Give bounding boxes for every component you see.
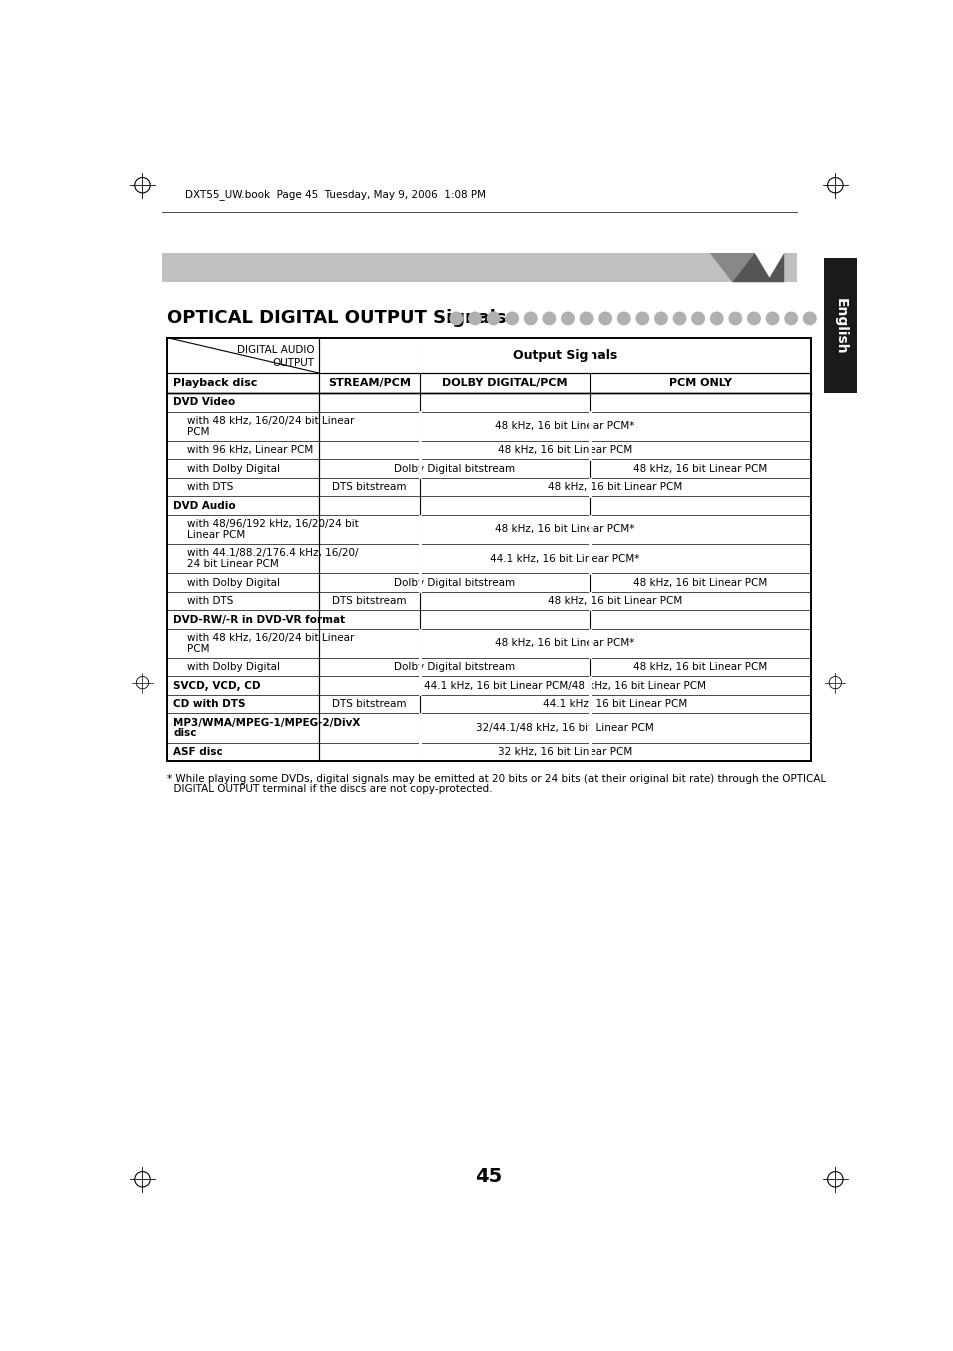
Text: STREAM/PCM: STREAM/PCM	[328, 378, 411, 388]
Text: ASF disc: ASF disc	[173, 747, 223, 757]
Circle shape	[598, 312, 612, 326]
Text: DIGITAL AUDIO: DIGITAL AUDIO	[236, 345, 314, 355]
Text: English: English	[833, 297, 847, 354]
Text: with 48 kHz, 16/20/24 bit Linear: with 48 kHz, 16/20/24 bit Linear	[187, 634, 355, 643]
Polygon shape	[709, 253, 754, 282]
Circle shape	[672, 312, 686, 326]
Circle shape	[617, 312, 630, 326]
Circle shape	[765, 312, 779, 326]
Text: DVD-RW/-R in DVD-VR format: DVD-RW/-R in DVD-VR format	[173, 615, 345, 624]
Text: 48 kHz, 16 bit Linear PCM: 48 kHz, 16 bit Linear PCM	[497, 444, 631, 455]
Text: PCM: PCM	[187, 427, 210, 436]
Circle shape	[746, 312, 760, 326]
Text: CD with DTS: CD with DTS	[173, 700, 246, 709]
Bar	[167, 338, 810, 761]
Text: with Dolby Digital: with Dolby Digital	[187, 463, 280, 474]
Text: 48 kHz, 16 bit Linear PCM*: 48 kHz, 16 bit Linear PCM*	[495, 422, 634, 431]
Text: Playback disc: Playback disc	[173, 378, 257, 388]
Text: Linear PCM: Linear PCM	[187, 530, 246, 540]
Text: DXT55_UW.book  Page 45  Tuesday, May 9, 2006  1:08 PM: DXT55_UW.book Page 45 Tuesday, May 9, 20…	[185, 189, 486, 200]
Polygon shape	[732, 253, 783, 282]
Text: 48 kHz, 16 bit Linear PCM*: 48 kHz, 16 bit Linear PCM*	[495, 639, 634, 648]
Text: Output Signals: Output Signals	[512, 349, 617, 362]
Text: 32/44.1/48 kHz, 16 bit Linear PCM: 32/44.1/48 kHz, 16 bit Linear PCM	[476, 723, 653, 734]
Text: 48 kHz, 16 bit Linear PCM*: 48 kHz, 16 bit Linear PCM*	[495, 524, 634, 535]
Text: with DTS: with DTS	[187, 596, 233, 607]
Text: 44.1 kHz, 16 bit Linear PCM: 44.1 kHz, 16 bit Linear PCM	[542, 700, 687, 709]
Text: 44.1 kHz, 16 bit Linear PCM*: 44.1 kHz, 16 bit Linear PCM*	[490, 554, 639, 563]
Text: 48 kHz, 16 bit Linear PCM: 48 kHz, 16 bit Linear PCM	[633, 463, 767, 474]
Circle shape	[449, 312, 463, 326]
Text: PCM: PCM	[187, 644, 210, 654]
Circle shape	[654, 312, 667, 326]
Text: SVCD, VCD, CD: SVCD, VCD, CD	[173, 681, 261, 690]
Circle shape	[560, 312, 575, 326]
Circle shape	[802, 312, 816, 326]
Text: DTS bitstream: DTS bitstream	[332, 596, 406, 607]
Text: 44.1 kHz, 16 bit Linear PCM/48 kHz, 16 bit Linear PCM: 44.1 kHz, 16 bit Linear PCM/48 kHz, 16 b…	[423, 681, 705, 690]
Circle shape	[783, 312, 798, 326]
Text: DOLBY DIGITAL/PCM: DOLBY DIGITAL/PCM	[442, 378, 567, 388]
Text: disc: disc	[173, 728, 196, 739]
Text: 48 kHz, 16 bit Linear PCM: 48 kHz, 16 bit Linear PCM	[548, 596, 681, 607]
Circle shape	[486, 312, 500, 326]
Text: DIGITAL OUTPUT terminal if the discs are not copy-protected.: DIGITAL OUTPUT terminal if the discs are…	[167, 785, 493, 794]
Text: * While playing some DVDs, digital signals may be emitted at 20 bits or 24 bits : * While playing some DVDs, digital signa…	[167, 774, 825, 784]
Circle shape	[505, 312, 518, 326]
Text: 24 bit Linear PCM: 24 bit Linear PCM	[187, 559, 279, 569]
Circle shape	[468, 312, 481, 326]
Text: DTS bitstream: DTS bitstream	[332, 482, 406, 492]
Circle shape	[579, 312, 593, 326]
Polygon shape	[754, 253, 783, 277]
Circle shape	[709, 312, 723, 326]
Text: OUTPUT: OUTPUT	[273, 358, 314, 367]
Text: 48 kHz, 16 bit Linear PCM: 48 kHz, 16 bit Linear PCM	[548, 482, 681, 492]
Text: DVD Video: DVD Video	[173, 397, 235, 408]
Text: Dolby Digital bitstream: Dolby Digital bitstream	[394, 463, 515, 474]
Text: with Dolby Digital: with Dolby Digital	[187, 577, 280, 588]
Text: 48 kHz, 16 bit Linear PCM: 48 kHz, 16 bit Linear PCM	[633, 577, 767, 588]
Text: Dolby Digital bitstream: Dolby Digital bitstream	[394, 577, 515, 588]
Bar	[167, 338, 810, 761]
Text: with 48/96/192 kHz, 16/20/24 bit: with 48/96/192 kHz, 16/20/24 bit	[187, 519, 359, 530]
Text: OPTICAL DIGITAL OUTPUT Signals: OPTICAL DIGITAL OUTPUT Signals	[167, 309, 506, 327]
Text: MP3/WMA/MPEG-1/MPEG-2/DivX: MP3/WMA/MPEG-1/MPEG-2/DivX	[173, 717, 360, 728]
Circle shape	[635, 312, 649, 326]
Text: DVD Audio: DVD Audio	[173, 500, 236, 511]
Bar	[823, 258, 856, 393]
Text: 45: 45	[475, 1167, 502, 1186]
Text: 48 kHz, 16 bit Linear PCM: 48 kHz, 16 bit Linear PCM	[633, 662, 767, 673]
Text: with 96 kHz, Linear PCM: with 96 kHz, Linear PCM	[187, 444, 314, 455]
Text: DTS bitstream: DTS bitstream	[332, 700, 406, 709]
Bar	[162, 253, 797, 282]
Text: Dolby Digital bitstream: Dolby Digital bitstream	[394, 662, 515, 673]
Circle shape	[523, 312, 537, 326]
Circle shape	[542, 312, 556, 326]
Circle shape	[691, 312, 704, 326]
Text: with 44.1/88.2/176.4 kHz, 16/20/: with 44.1/88.2/176.4 kHz, 16/20/	[187, 549, 358, 558]
Text: with 48 kHz, 16/20/24 bit Linear: with 48 kHz, 16/20/24 bit Linear	[187, 416, 355, 426]
Text: 32 kHz, 16 bit Linear PCM: 32 kHz, 16 bit Linear PCM	[497, 747, 631, 757]
Circle shape	[728, 312, 741, 326]
Text: with Dolby Digital: with Dolby Digital	[187, 662, 280, 673]
Text: PCM ONLY: PCM ONLY	[668, 378, 731, 388]
Text: with DTS: with DTS	[187, 482, 233, 492]
